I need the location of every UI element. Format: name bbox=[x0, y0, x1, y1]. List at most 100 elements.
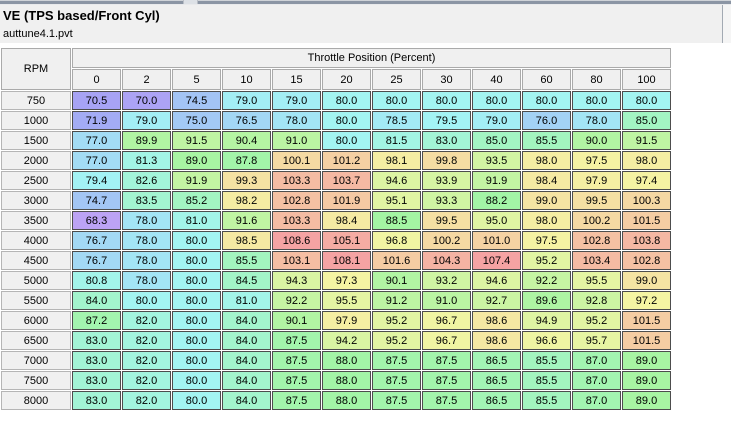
ve-cell[interactable]: 93.3 bbox=[422, 191, 471, 210]
ve-cell[interactable]: 98.6 bbox=[472, 331, 521, 350]
ve-cell[interactable]: 70.5 bbox=[72, 91, 121, 110]
ve-cell[interactable]: 92.2 bbox=[522, 271, 571, 290]
ve-cell[interactable]: 87.8 bbox=[222, 151, 271, 170]
ve-cell[interactable]: 77.0 bbox=[72, 131, 121, 150]
ve-cell[interactable]: 92.7 bbox=[472, 291, 521, 310]
ve-cell[interactable]: 82.0 bbox=[122, 391, 171, 410]
ve-cell[interactable]: 79.0 bbox=[122, 111, 171, 130]
ve-cell[interactable]: 87.5 bbox=[272, 391, 321, 410]
ve-cell[interactable]: 89.0 bbox=[622, 371, 671, 390]
ve-cell[interactable]: 82.0 bbox=[122, 311, 171, 330]
ve-cell[interactable]: 80.0 bbox=[172, 291, 221, 310]
ve-cell[interactable]: 97.5 bbox=[522, 231, 571, 250]
ve-cell[interactable]: 95.2 bbox=[372, 311, 421, 330]
ve-cell[interactable]: 90.0 bbox=[572, 131, 621, 150]
ve-cell[interactable]: 94.9 bbox=[522, 311, 571, 330]
ve-cell[interactable]: 82.0 bbox=[122, 351, 171, 370]
ve-cell[interactable]: 80.0 bbox=[472, 91, 521, 110]
ve-cell[interactable]: 84.0 bbox=[222, 331, 271, 350]
ve-cell[interactable]: 90.4 bbox=[222, 131, 271, 150]
ve-cell[interactable]: 100.3 bbox=[622, 191, 671, 210]
ve-cell[interactable]: 88.0 bbox=[322, 371, 371, 390]
ve-cell[interactable]: 99.3 bbox=[222, 171, 271, 190]
ve-cell[interactable]: 100.2 bbox=[572, 211, 621, 230]
ve-cell[interactable]: 97.2 bbox=[622, 291, 671, 310]
ve-cell[interactable]: 87.5 bbox=[372, 351, 421, 370]
ve-cell[interactable]: 76.5 bbox=[222, 111, 271, 130]
ve-cell[interactable]: 74.5 bbox=[172, 91, 221, 110]
ve-cell[interactable]: 87.0 bbox=[572, 391, 621, 410]
ve-cell[interactable]: 91.0 bbox=[272, 131, 321, 150]
ve-cell[interactable]: 78.0 bbox=[272, 111, 321, 130]
ve-cell[interactable]: 76.7 bbox=[72, 251, 121, 270]
ve-cell[interactable]: 85.5 bbox=[222, 251, 271, 270]
ve-cell[interactable]: 87.5 bbox=[422, 351, 471, 370]
ve-cell[interactable]: 93.9 bbox=[422, 171, 471, 190]
ve-cell[interactable]: 80.0 bbox=[172, 371, 221, 390]
ve-cell[interactable]: 97.4 bbox=[622, 171, 671, 190]
ve-cell[interactable]: 82.0 bbox=[122, 331, 171, 350]
ve-cell[interactable]: 80.0 bbox=[172, 391, 221, 410]
ve-cell[interactable]: 98.4 bbox=[522, 171, 571, 190]
ve-cell[interactable]: 101.5 bbox=[622, 311, 671, 330]
ve-cell[interactable]: 83.0 bbox=[72, 351, 121, 370]
ve-cell[interactable]: 96.8 bbox=[372, 231, 421, 250]
ve-cell[interactable]: 104.3 bbox=[422, 251, 471, 270]
ve-cell[interactable]: 95.2 bbox=[522, 251, 571, 270]
ve-cell[interactable]: 99.5 bbox=[572, 191, 621, 210]
ve-cell[interactable]: 81.0 bbox=[222, 291, 271, 310]
ve-cell[interactable]: 78.0 bbox=[572, 111, 621, 130]
ve-cell[interactable]: 102.8 bbox=[572, 231, 621, 250]
ve-cell[interactable]: 89.9 bbox=[122, 131, 171, 150]
ve-cell[interactable]: 83.0 bbox=[72, 391, 121, 410]
ve-cell[interactable]: 85.0 bbox=[472, 131, 521, 150]
ve-cell[interactable]: 102.8 bbox=[272, 191, 321, 210]
ve-cell[interactable]: 91.5 bbox=[622, 131, 671, 150]
ve-cell[interactable]: 99.0 bbox=[522, 191, 571, 210]
ve-cell[interactable]: 91.2 bbox=[372, 291, 421, 310]
ve-cell[interactable]: 82.0 bbox=[122, 371, 171, 390]
ve-cell[interactable]: 98.0 bbox=[522, 211, 571, 230]
ve-cell[interactable]: 94.6 bbox=[472, 271, 521, 290]
ve-cell[interactable]: 86.5 bbox=[472, 391, 521, 410]
ve-cell[interactable]: 103.7 bbox=[322, 171, 371, 190]
ve-cell[interactable]: 108.6 bbox=[272, 231, 321, 250]
ve-cell[interactable]: 92.2 bbox=[272, 291, 321, 310]
ve-cell[interactable]: 95.2 bbox=[572, 311, 621, 330]
ve-cell[interactable]: 85.0 bbox=[622, 111, 671, 130]
ve-cell[interactable]: 84.5 bbox=[222, 271, 271, 290]
ve-cell[interactable]: 90.1 bbox=[372, 271, 421, 290]
ve-cell[interactable]: 87.5 bbox=[372, 391, 421, 410]
ve-cell[interactable]: 87.0 bbox=[572, 351, 621, 370]
ve-cell[interactable]: 98.0 bbox=[522, 151, 571, 170]
ve-cell[interactable]: 84.0 bbox=[222, 311, 271, 330]
ve-cell[interactable]: 76.0 bbox=[522, 111, 571, 130]
ve-cell[interactable]: 87.5 bbox=[272, 351, 321, 370]
ve-cell[interactable]: 95.5 bbox=[572, 271, 621, 290]
ve-cell[interactable]: 86.5 bbox=[472, 371, 521, 390]
ve-cell[interactable]: 98.4 bbox=[322, 211, 371, 230]
ve-cell[interactable]: 96.7 bbox=[422, 311, 471, 330]
ve-cell[interactable]: 96.6 bbox=[522, 331, 571, 350]
ve-cell[interactable]: 85.5 bbox=[522, 371, 571, 390]
ve-cell[interactable]: 80.0 bbox=[322, 91, 371, 110]
ve-cell[interactable]: 80.0 bbox=[572, 91, 621, 110]
ve-cell[interactable]: 81.5 bbox=[372, 131, 421, 150]
ve-cell[interactable]: 98.2 bbox=[222, 191, 271, 210]
ve-cell[interactable]: 91.0 bbox=[422, 291, 471, 310]
ve-cell[interactable]: 99.5 bbox=[422, 211, 471, 230]
ve-cell[interactable]: 107.4 bbox=[472, 251, 521, 270]
ve-cell[interactable]: 79.0 bbox=[272, 91, 321, 110]
ve-cell[interactable]: 101.6 bbox=[372, 251, 421, 270]
ve-cell[interactable]: 87.5 bbox=[422, 371, 471, 390]
ve-cell[interactable]: 84.0 bbox=[222, 391, 271, 410]
ve-cell[interactable]: 105.1 bbox=[322, 231, 371, 250]
ve-cell[interactable]: 97.9 bbox=[322, 311, 371, 330]
ve-cell[interactable]: 93.2 bbox=[422, 271, 471, 290]
ve-cell[interactable]: 91.5 bbox=[172, 131, 221, 150]
ve-cell[interactable]: 79.0 bbox=[472, 111, 521, 130]
ve-cell[interactable]: 92.8 bbox=[572, 291, 621, 310]
ve-cell[interactable]: 80.0 bbox=[422, 91, 471, 110]
ve-cell[interactable]: 87.2 bbox=[72, 311, 121, 330]
ve-cell[interactable]: 80.0 bbox=[172, 271, 221, 290]
